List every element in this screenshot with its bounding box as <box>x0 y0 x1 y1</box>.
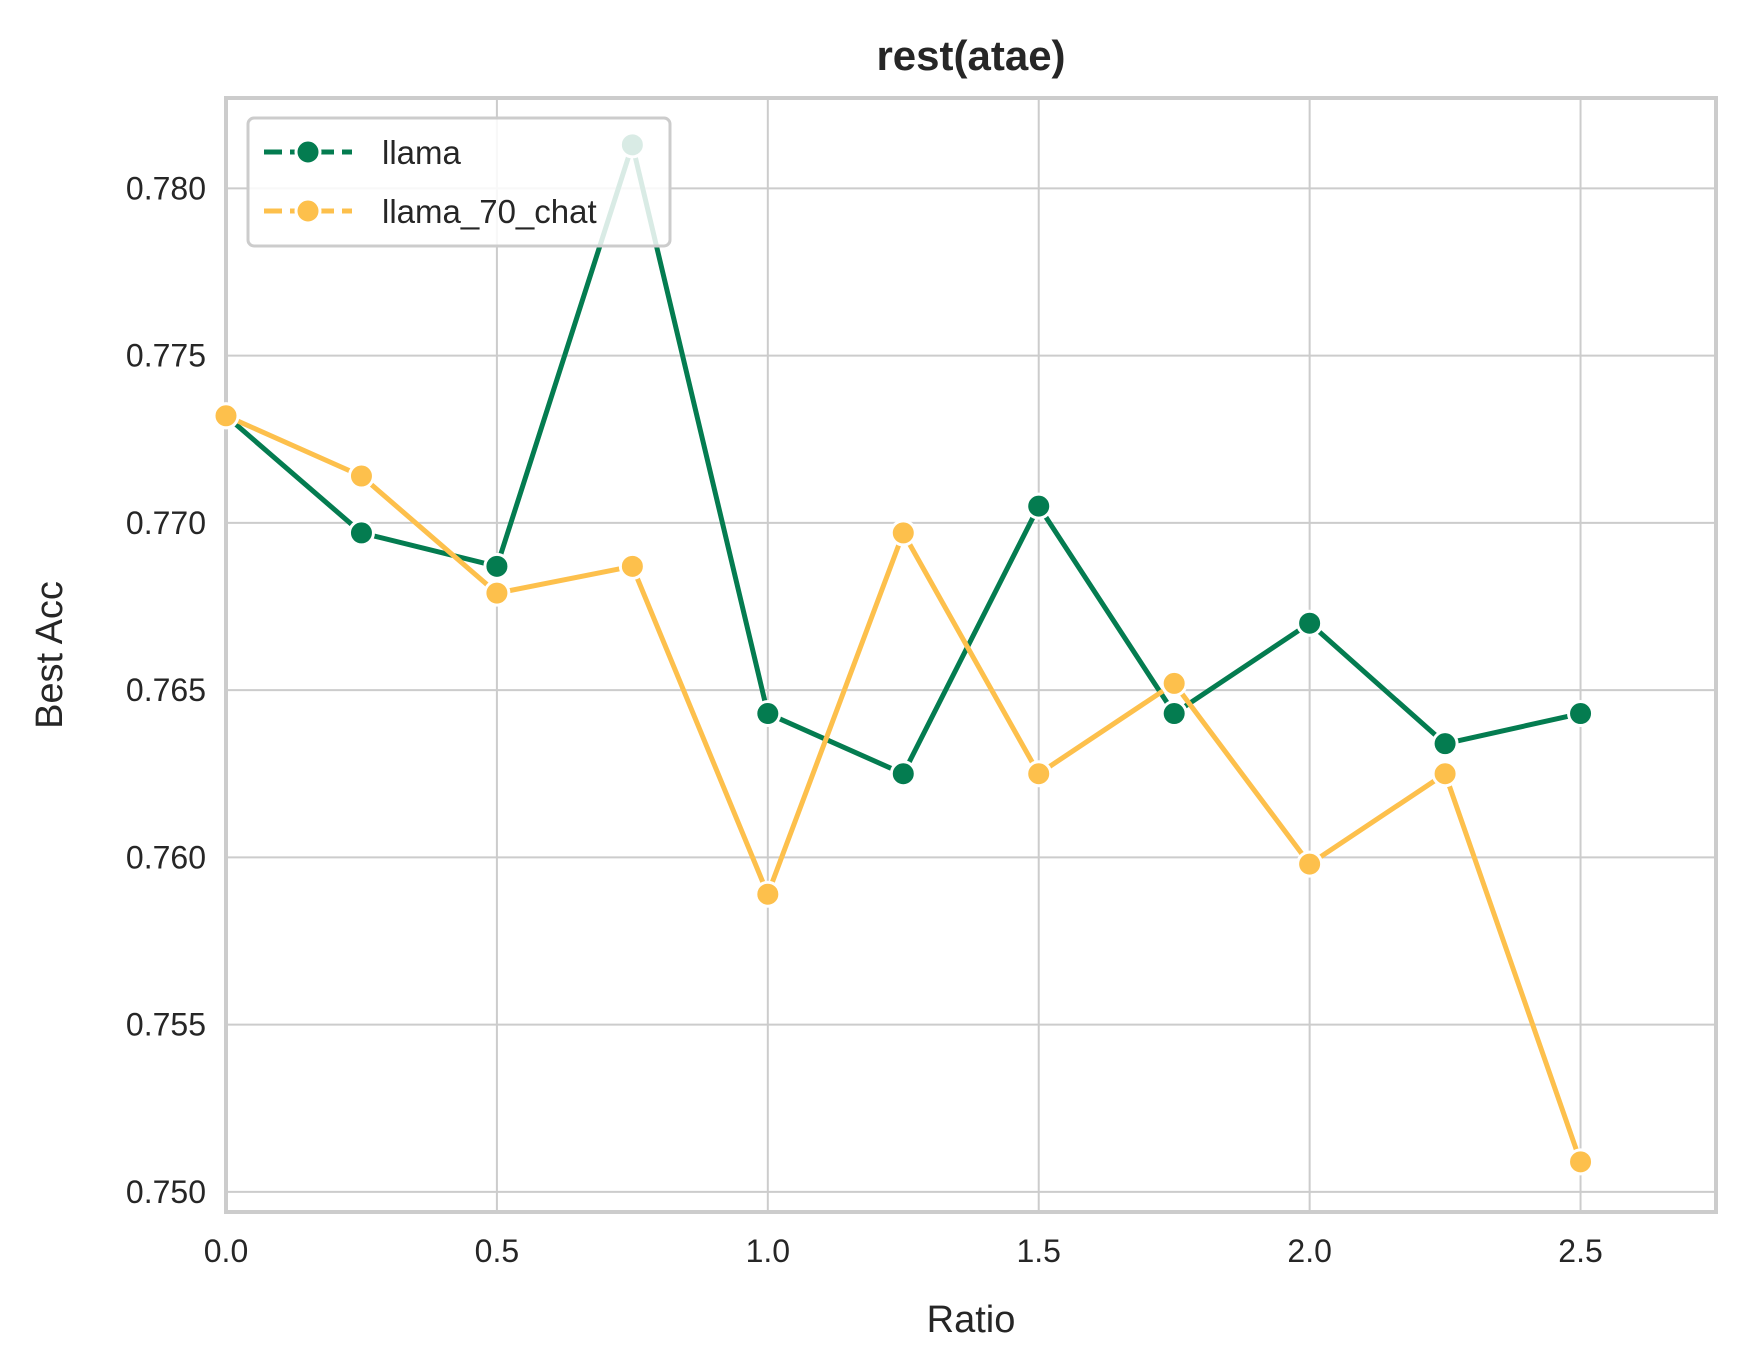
legend-box <box>246 116 672 248</box>
legend: llama llama_70_chat <box>246 116 672 248</box>
chart-title: rest(atae) <box>876 32 1065 79</box>
tick-labels: 0.0 0.5 1.0 1.5 2.0 2.5 0.750 0.755 0.760 0.765 0.… <box>126 170 1603 1269</box>
x-axis-label: Ratio <box>927 1299 1016 1341</box>
legend-label: llama_70_chat <box>382 193 597 230</box>
data-point-llama_70_chat <box>1025 760 1053 788</box>
data-point-llama_70_chat <box>618 552 646 580</box>
data-point-llama_70_chat <box>889 519 917 547</box>
y-tick-label: 0.770 <box>126 505 206 541</box>
data-point-llama_70_chat <box>1160 669 1188 697</box>
series-layer <box>212 131 1595 1176</box>
y-tick-label: 0.750 <box>126 1174 206 1210</box>
x-tick-label: 2.5 <box>1558 1233 1602 1269</box>
data-point-llama_70_chat <box>1431 760 1459 788</box>
data-point-llama_70_chat <box>754 880 782 908</box>
series-llama_70_chat <box>212 402 1595 1176</box>
data-point-llama_70_chat <box>1567 1148 1595 1176</box>
y-axis-label: Best Acc <box>29 581 71 729</box>
data-point-llama <box>1160 700 1188 728</box>
y-tick-label: 0.755 <box>126 1007 206 1043</box>
y-tick-label: 0.780 <box>126 170 206 206</box>
data-point-llama <box>1431 730 1459 758</box>
data-point-llama <box>754 700 782 728</box>
data-point-llama <box>1025 492 1053 520</box>
y-tick-label: 0.775 <box>126 338 206 374</box>
legend-marker <box>294 138 322 166</box>
y-tick-label: 0.765 <box>126 672 206 708</box>
data-point-llama <box>483 552 511 580</box>
data-point-llama_70_chat <box>483 579 511 607</box>
x-tick-label: 1.5 <box>1016 1233 1060 1269</box>
data-point-llama <box>889 760 917 788</box>
plot-frame <box>224 96 1718 1214</box>
data-point-llama <box>347 519 375 547</box>
data-point-llama_70_chat <box>212 402 240 430</box>
data-point-llama_70_chat <box>1296 850 1324 878</box>
legend-label: llama <box>382 134 462 171</box>
x-tick-label: 1.0 <box>746 1233 790 1269</box>
legend-marker <box>294 197 322 225</box>
x-tick-label: 0.5 <box>475 1233 519 1269</box>
data-point-llama_70_chat <box>347 462 375 490</box>
x-tick-label: 2.0 <box>1287 1233 1331 1269</box>
grid <box>225 98 1716 1212</box>
y-tick-label: 0.760 <box>126 839 206 875</box>
data-point-llama <box>1567 700 1595 728</box>
x-tick-label: 0.0 <box>204 1233 248 1269</box>
data-point-llama <box>1296 609 1324 637</box>
